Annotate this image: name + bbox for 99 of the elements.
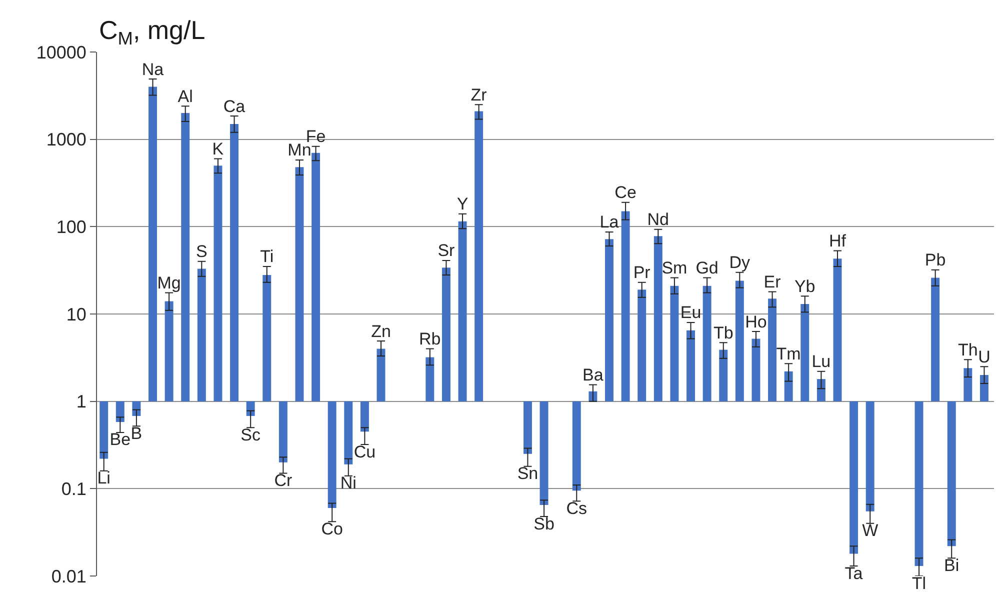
bar: [376, 348, 386, 402]
x-tick-label: Cu: [354, 442, 376, 462]
x-tick-label: Dy: [729, 253, 751, 272]
bar: [654, 236, 662, 402]
x-tick-label: Be: [110, 430, 131, 450]
x-tick-label: W: [862, 521, 878, 540]
x-tick-label: K: [212, 139, 224, 158]
y-tick-label: 1000: [46, 130, 86, 150]
x-tick-label: Er: [764, 272, 782, 292]
x-tick-label: Y: [456, 194, 468, 214]
x-tick-label: Sn: [517, 464, 538, 484]
x-tick-label: Ho: [745, 312, 767, 332]
bar: [328, 401, 336, 508]
x-tick-label: Li: [97, 468, 110, 488]
bar: [702, 286, 712, 402]
x-tick-label: Pb: [924, 250, 946, 270]
bar: [523, 401, 532, 454]
x-tick-label: Cr: [274, 471, 292, 490]
bar: [914, 401, 924, 566]
bar: [344, 401, 353, 464]
x-tick-label: Al: [178, 86, 193, 106]
bar: [262, 274, 272, 402]
bar: [164, 301, 174, 402]
bar: [181, 113, 190, 402]
bar: [768, 298, 777, 402]
bar: [312, 152, 320, 402]
bar: [197, 268, 206, 402]
x-tick-label: Sr: [438, 241, 456, 260]
y-tick-label: 1: [76, 392, 86, 412]
x-tick-label: Sc: [240, 425, 261, 444]
x-tick-label: B: [130, 424, 142, 443]
bar: [442, 268, 450, 402]
x-tick-label: Th: [958, 340, 978, 360]
x-tick-label: Sb: [534, 514, 554, 534]
x-tick-label: Tb: [713, 323, 734, 342]
x-tick-label: S: [196, 242, 208, 262]
x-tick-label: La: [600, 212, 620, 232]
bar: [752, 338, 760, 402]
bar: [719, 350, 728, 402]
bar: [964, 368, 972, 402]
bar: [426, 357, 434, 402]
x-tick-label: Eu: [680, 303, 702, 322]
x-tick-label: U: [978, 347, 990, 366]
x-tick-label: Tm: [776, 344, 801, 364]
y-tick-label: 0.1: [61, 478, 86, 499]
x-tick-label: Cs: [566, 498, 588, 518]
bar: [540, 401, 548, 506]
x-tick-label: Lu: [812, 352, 831, 372]
x-tick-label: Zn: [371, 322, 391, 341]
x-tick-label: Na: [142, 60, 164, 79]
bar: [931, 278, 940, 402]
bar: [980, 375, 988, 402]
x-tick-label: Pr: [633, 263, 651, 282]
y-axis-title: C$_{M}$, mg/L: [99, 15, 206, 48]
x-tick-label: Hf: [828, 232, 846, 250]
bar: [866, 401, 874, 512]
bar: [833, 258, 842, 402]
x-tick-label: Yb: [794, 276, 816, 296]
bar: [947, 401, 956, 546]
bar: [670, 286, 679, 402]
bar: [686, 330, 695, 402]
bar: [605, 239, 614, 402]
bar: [572, 401, 581, 491]
y-tick-label: 0.01: [51, 566, 86, 586]
x-tick-label: Ce: [614, 183, 636, 202]
bar: [800, 304, 810, 402]
x-tick-label: Nd: [647, 210, 670, 230]
bar: [295, 167, 304, 402]
y-tick-label: 10000: [36, 42, 86, 62]
x-tick-label: Tl: [912, 574, 926, 592]
x-tick-label: Co: [321, 519, 343, 538]
x-tick-label: Gd: [696, 258, 718, 278]
x-tick-label: Ba: [582, 365, 604, 384]
x-tick-label: Ta: [844, 564, 864, 583]
bar: [278, 401, 288, 462]
bar: [850, 401, 858, 554]
bar: [474, 111, 484, 402]
x-tick-label: Zr: [470, 85, 488, 104]
bar: [214, 166, 222, 402]
bar: [638, 290, 646, 402]
bar: [784, 371, 793, 402]
bar: [458, 221, 467, 402]
x-tick-label: Mg: [157, 274, 181, 293]
bar: [621, 211, 630, 402]
bar: [816, 379, 826, 402]
x-tick-label: Rb: [419, 330, 441, 348]
x-tick-label: Ti: [260, 247, 274, 266]
x-tick-label: Ni: [340, 474, 356, 493]
y-tick-label: 100: [56, 216, 86, 237]
bar: [230, 124, 239, 402]
bar: [735, 280, 744, 402]
bar: [100, 401, 108, 459]
x-tick-label: Ca: [223, 96, 246, 116]
x-tick-label: Sm: [662, 258, 688, 278]
y-tick-label: 10: [66, 304, 86, 324]
bar: [116, 401, 124, 422]
bar: [360, 401, 369, 432]
bar: [148, 86, 157, 402]
x-tick-label: Bi: [944, 556, 960, 575]
